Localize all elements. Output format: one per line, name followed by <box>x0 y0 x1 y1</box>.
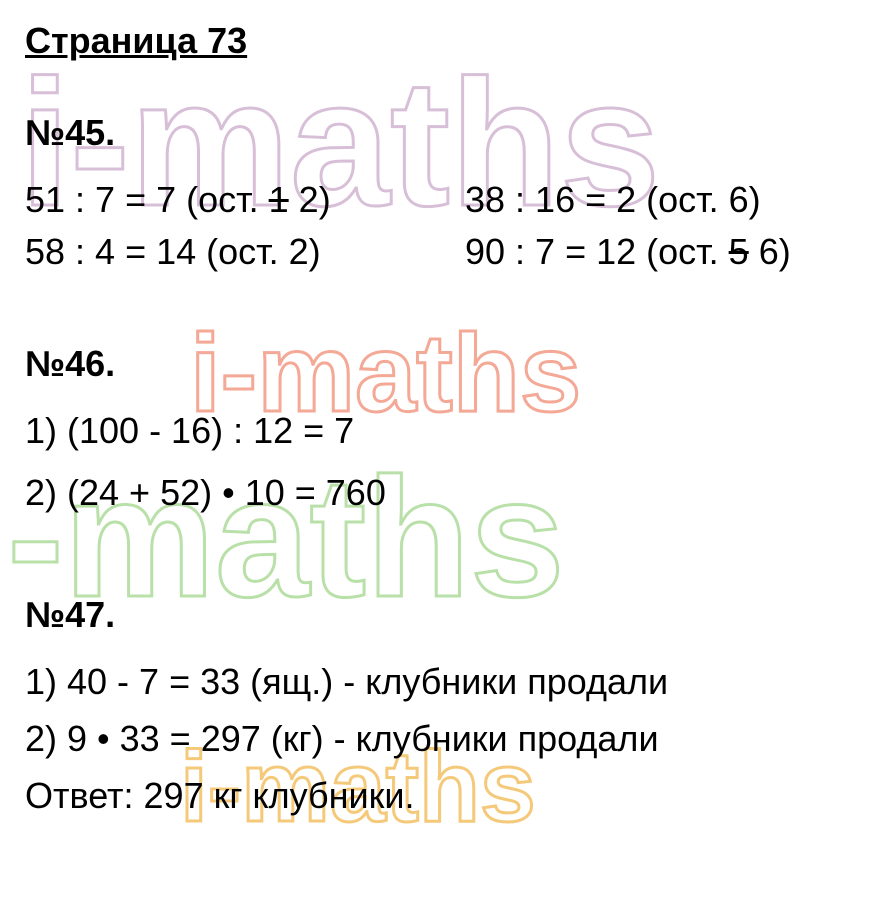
equation-line: 2) 9 • 33 = 297 (кг) - клубники продали <box>25 718 871 760</box>
content-container: Страница 73 №45. 51 : 7 = 7 (ост. 1 2) 3… <box>25 20 871 817</box>
equation-line: 1) 40 - 7 = 33 (ящ.) - клубники продали <box>25 661 871 703</box>
equation-right: 38 : 16 = 2 (ост. 6) <box>465 179 871 221</box>
problem-45: №45. 51 : 7 = 7 (ост. 1 2) 38 : 16 = 2 (… <box>25 112 871 273</box>
struck-text: 5 <box>729 231 749 272</box>
answer-line: Ответ: 297 кг клубники. <box>25 775 871 817</box>
struck-text: 1 <box>269 179 289 220</box>
problem-47: №47. 1) 40 - 7 = 33 (ящ.) - клубники про… <box>25 594 871 817</box>
page-title: Страница 73 <box>25 20 871 62</box>
equation-row: 58 : 4 = 14 (ост. 2) 90 : 7 = 12 (ост. 5… <box>25 231 871 273</box>
problem-46: №46. 1) (100 - 16) : 12 = 7 2) (24 + 52)… <box>25 343 871 514</box>
equation-text: 51 : 7 = 7 (ост. <box>25 179 269 220</box>
equation-right: 90 : 7 = 12 (ост. 5 6) <box>465 231 871 273</box>
equation-text: 6) <box>749 231 791 272</box>
equation-line: 2) (24 + 52) • 10 = 760 <box>25 472 871 514</box>
problem-number-46: №46. <box>25 343 871 385</box>
equation-text: 58 : 4 = 14 (ост. 2) <box>25 231 321 272</box>
equation-left: 51 : 7 = 7 (ост. 1 2) <box>25 179 465 221</box>
equation-text: 38 : 16 = 2 (ост. 6) <box>465 179 761 220</box>
equation-text: 2) <box>289 179 331 220</box>
equation-text: 90 : 7 = 12 (ост. <box>465 231 729 272</box>
problem-number-47: №47. <box>25 594 871 636</box>
problem-number-45: №45. <box>25 112 871 154</box>
equation-left: 58 : 4 = 14 (ост. 2) <box>25 231 465 273</box>
equation-row: 51 : 7 = 7 (ост. 1 2) 38 : 16 = 2 (ост. … <box>25 179 871 221</box>
equation-line: 1) (100 - 16) : 12 = 7 <box>25 410 871 452</box>
